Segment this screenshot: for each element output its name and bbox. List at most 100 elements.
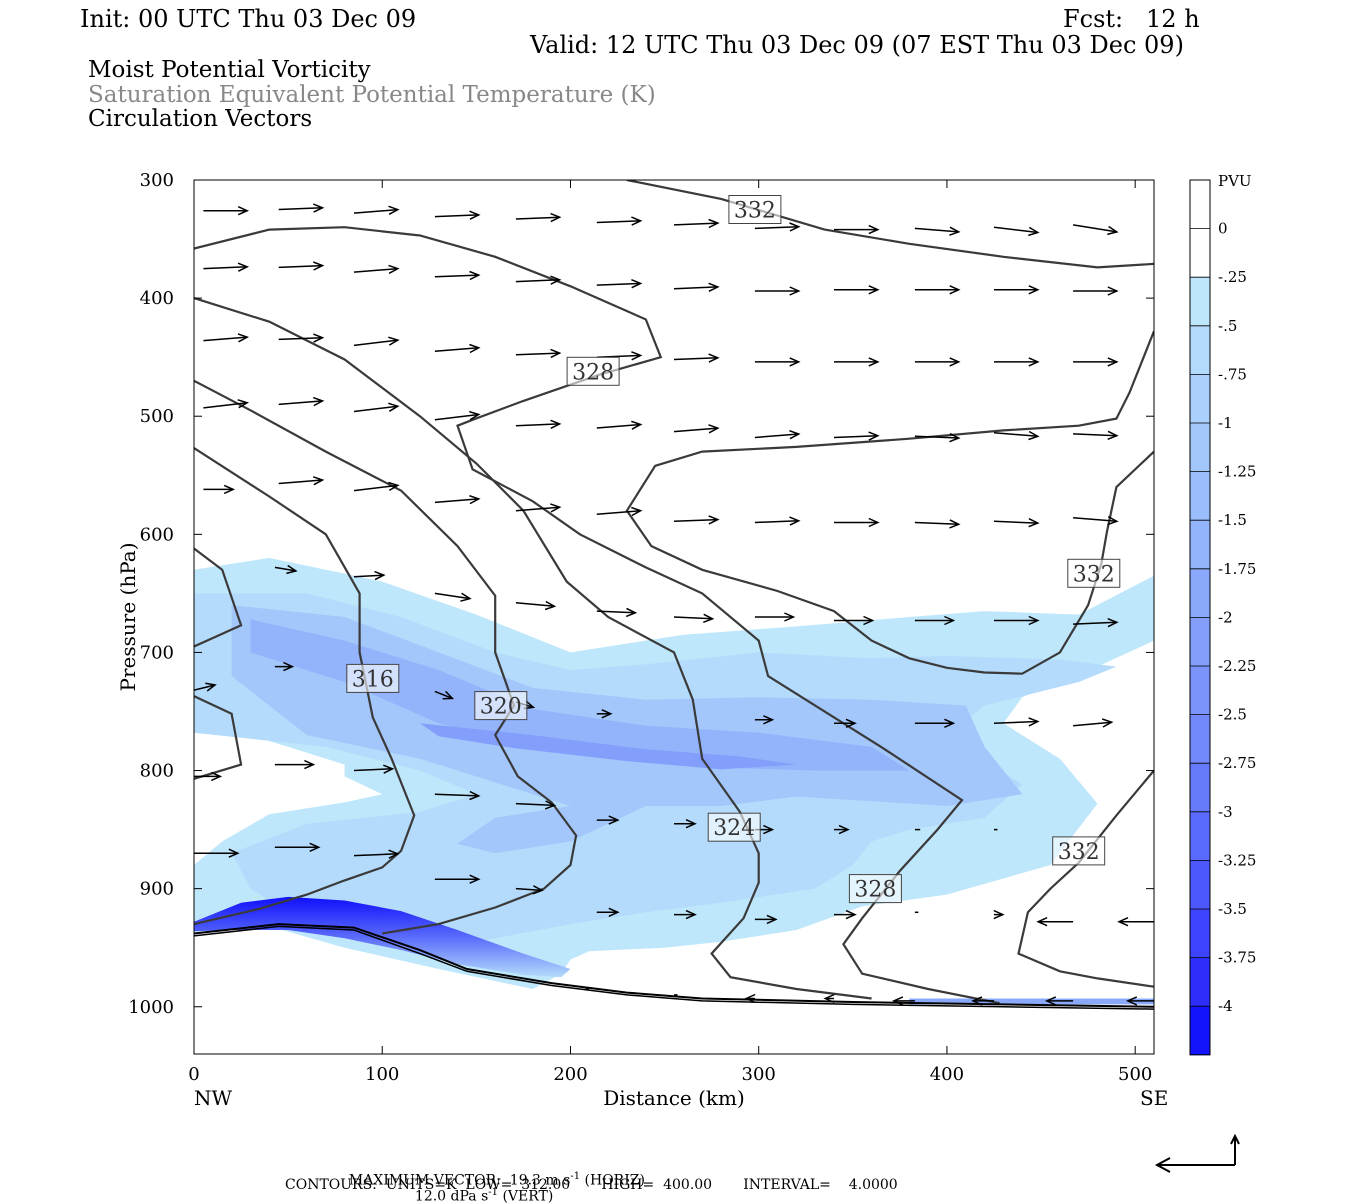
x-tick-label: 300 (742, 1064, 776, 1085)
wind-vector (834, 285, 880, 295)
wind-vector (434, 494, 481, 505)
colorbar-swatch (1190, 520, 1210, 570)
axes: 0 100 200 300 400 500 300 400 500 600 700 800 900 100… (128, 170, 1154, 1085)
colorbar-label: -4 (1218, 997, 1233, 1015)
wind-vector (994, 357, 1040, 367)
wind-vector (834, 357, 880, 367)
contour-label: 324 (707, 812, 761, 842)
contour-label-text: 332 (734, 199, 776, 224)
se-end-label: SE (1140, 1086, 1168, 1110)
terrain-line (194, 923, 1154, 1008)
wind-vector (434, 592, 472, 602)
wind-vector (278, 333, 325, 343)
colorbar-swatch (1190, 423, 1210, 473)
circulation-vectors (194, 203, 1154, 1006)
colorbar-label: -2.5 (1218, 706, 1247, 724)
wind-vector (515, 419, 562, 429)
colorbar-swatch (1190, 811, 1210, 861)
colorbar-swatch (1190, 909, 1210, 959)
wind-vector (993, 909, 1005, 920)
colorbar-label: -3.5 (1218, 900, 1247, 918)
wind-vector (834, 718, 857, 728)
colorbar-label: -3 (1218, 803, 1233, 821)
contour-label: 332 (1052, 836, 1106, 866)
colorbar-swatch (1190, 957, 1210, 1007)
colorbar-label: -3.75 (1218, 949, 1256, 967)
isentrope-2 (625, 330, 1154, 675)
y-tick-label: 600 (140, 524, 174, 545)
contour-label-text: 328 (854, 878, 896, 903)
isentrope-4 (194, 297, 872, 1000)
isentrope-6 (194, 447, 416, 926)
colorbar-swatch (1190, 666, 1210, 716)
wind-vector (274, 661, 295, 672)
wind-vector (434, 790, 481, 801)
contour-label-text: 332 (1058, 840, 1100, 865)
title-vectors: Circulation Vectors (88, 106, 313, 132)
pv-colorbar: PVU 0 -.25 -.5 -.75 -1 -1.25 -1.5 -1.75 -2 -2.25 -2… (1189, 172, 1256, 1056)
colorbar-swatch (1190, 277, 1210, 327)
colorbar-swatch (1190, 325, 1210, 375)
contour-label: 332 (728, 195, 782, 224)
wind-vector (754, 516, 801, 526)
colorbar-label: -2 (1218, 608, 1233, 626)
wind-vector (993, 226, 1040, 237)
wind-vector (833, 431, 880, 441)
contour-label-text: 332 (1073, 562, 1115, 587)
colorbar-label: -1 (1218, 414, 1233, 432)
wind-vector (515, 503, 562, 513)
isentrope-8 (194, 695, 243, 780)
wind-vector (993, 518, 1040, 528)
wind-vector (515, 348, 562, 359)
colorbar-swatch (1190, 617, 1210, 667)
wind-vector (278, 396, 325, 407)
wind-vector (754, 286, 801, 296)
colorbar-swatch (1190, 374, 1210, 424)
wind-vector (994, 615, 1040, 626)
x-tick-label: 500 (1118, 1064, 1152, 1085)
contour-labels: 332 328 332 316 320 324 332 328 (346, 195, 1121, 904)
wind-vector (278, 261, 325, 271)
wind-vector (993, 430, 1040, 441)
wind-vector (914, 285, 961, 295)
wind-vector (596, 420, 643, 430)
x-tick-label: 400 (930, 1064, 964, 1085)
colorbar-swatch (1190, 180, 1210, 230)
wind-vector (353, 264, 400, 274)
wind-vector (353, 205, 400, 215)
terrain-line-lower (194, 925, 1154, 1010)
max-vector-info: MAXIMUM VECTOR: 19.3 m s-1 (HORIZ) 12.0 … (348, 1171, 645, 1204)
contour-label-text: 316 (352, 667, 394, 692)
isentrope-3 (1017, 769, 1154, 988)
contour-label: 332 (1067, 558, 1121, 588)
isentrope-5 (194, 379, 578, 935)
wind-vector (674, 909, 697, 920)
wind-vector (673, 282, 720, 292)
wind-vector (754, 715, 775, 725)
wind-vector (278, 476, 325, 486)
y-tick-label: 900 (140, 879, 174, 900)
contour-label: 316 (346, 663, 400, 693)
wind-vector (1117, 917, 1154, 927)
wind-vector (1073, 286, 1119, 296)
wind-vector (754, 429, 801, 440)
wind-vector (754, 612, 796, 622)
colorbar-label: 0 (1218, 220, 1228, 238)
wind-vector (754, 357, 801, 367)
x-tick-label: 200 (553, 1064, 587, 1085)
wind-vector (994, 285, 1040, 295)
wind-vector (278, 203, 325, 213)
wind-vector (203, 333, 250, 343)
wind-vector (596, 279, 643, 289)
y-tick-label: 400 (140, 288, 174, 309)
wind-vector (754, 222, 801, 232)
wind-vector (596, 907, 620, 917)
wind-vector (515, 275, 562, 285)
colorbar-unit: PVU (1218, 172, 1252, 190)
contour-label-text: 324 (713, 816, 755, 841)
contour-label-text: 328 (572, 360, 614, 385)
wind-vector (1072, 224, 1119, 236)
wind-vector (203, 484, 236, 495)
wind-vector (353, 849, 400, 859)
